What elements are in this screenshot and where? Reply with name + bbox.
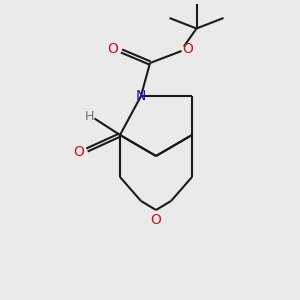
Text: O: O xyxy=(108,43,118,56)
Text: O: O xyxy=(151,213,161,227)
Text: N: N xyxy=(136,89,146,103)
Text: H: H xyxy=(84,110,94,123)
Text: O: O xyxy=(183,43,194,56)
Text: O: O xyxy=(73,146,84,159)
